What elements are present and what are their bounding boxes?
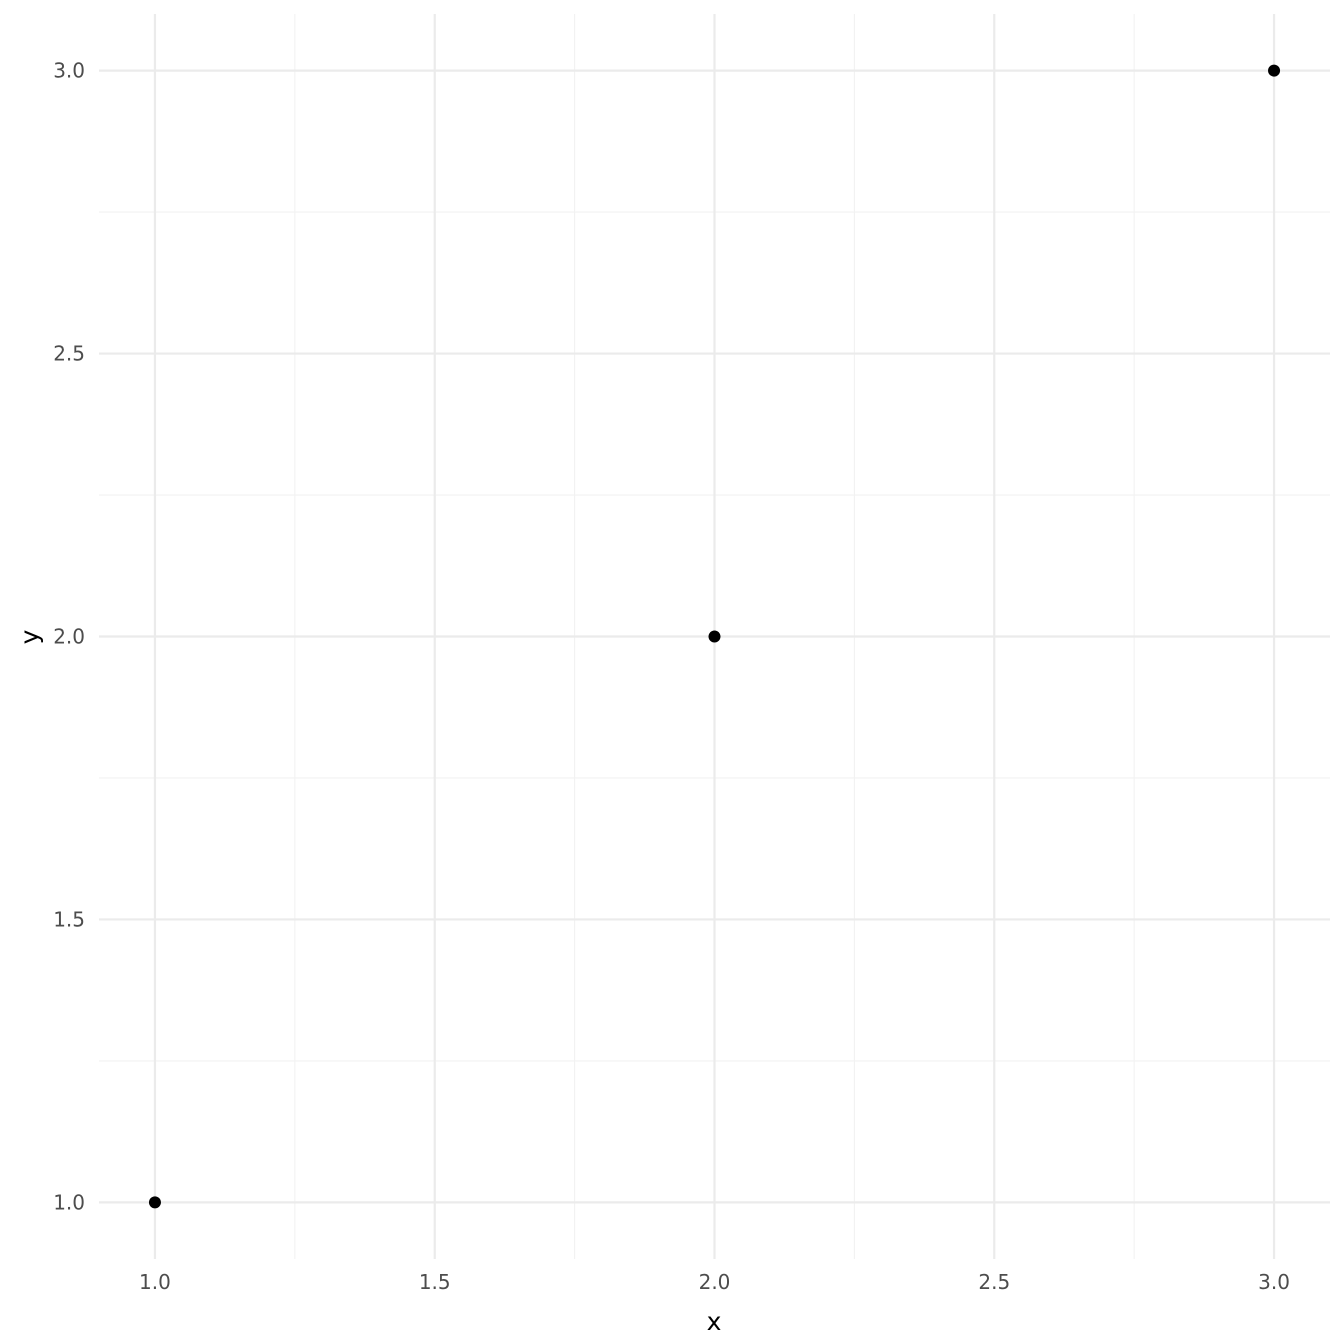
data-point [148, 1196, 161, 1209]
y-axis-ticks: 1.0 1.5 2.0 2.5 3.0 [53, 59, 85, 1215]
x-tick-label: 3.0 [1258, 1270, 1290, 1294]
y-tick-label: 2.0 [53, 625, 85, 649]
y-tick-label: 1.0 [53, 1190, 85, 1214]
x-tick-label: 1.0 [139, 1270, 171, 1294]
points [148, 64, 1281, 1209]
y-tick-label: 1.5 [53, 907, 85, 931]
y-tick-label: 3.0 [53, 59, 85, 83]
x-tick-label: 2.0 [699, 1270, 731, 1294]
data-point [708, 630, 721, 643]
x-tick-label: 1.5 [419, 1270, 451, 1294]
grid [99, 14, 1330, 1259]
y-axis-title: y [15, 629, 44, 644]
x-axis-ticks: 1.0 1.5 2.0 2.5 3.0 [139, 1270, 1290, 1294]
x-tick-label: 2.5 [978, 1270, 1010, 1294]
data-point [1268, 64, 1281, 77]
x-axis-title: x [707, 1307, 722, 1336]
y-tick-label: 2.5 [53, 342, 85, 366]
